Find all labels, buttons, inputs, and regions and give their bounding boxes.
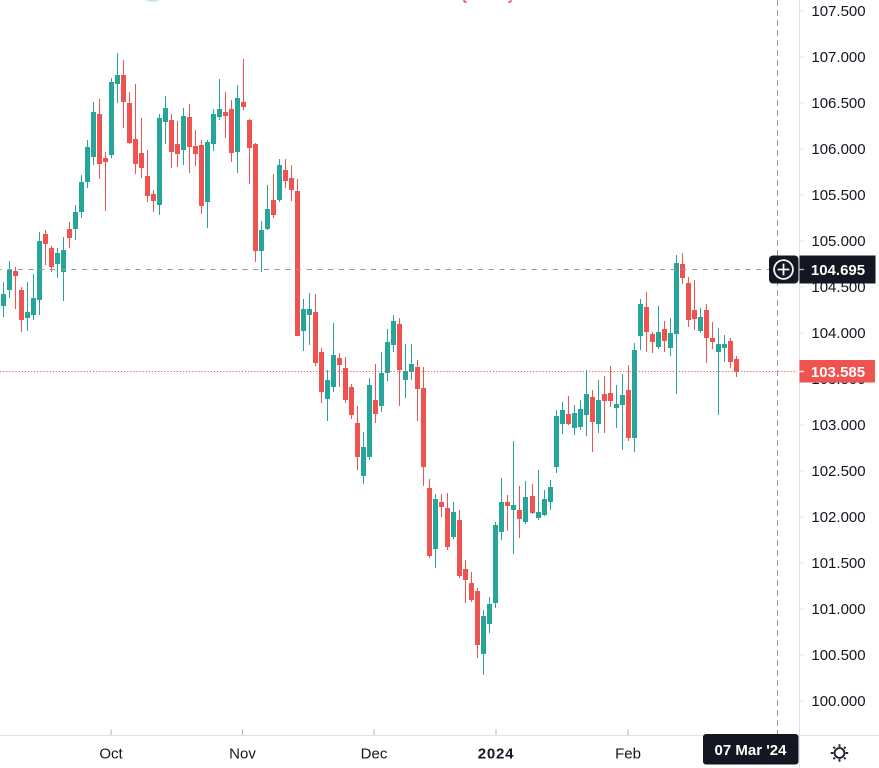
svg-text:Oct: Oct <box>99 746 123 763</box>
svg-text:106.500: 106.500 <box>811 95 865 112</box>
svg-text:103.585: 103.585 <box>811 364 865 381</box>
svg-text:107.000: 107.000 <box>811 49 865 66</box>
svg-text:102.000: 102.000 <box>811 509 865 526</box>
svg-text:104.695: 104.695 <box>811 262 865 279</box>
svg-text:106.000: 106.000 <box>811 141 865 158</box>
svg-text:Dec: Dec <box>361 746 388 763</box>
svg-text:2024: 2024 <box>478 746 515 763</box>
svg-text:101.500: 101.500 <box>811 555 865 572</box>
svg-text:102.500: 102.500 <box>811 463 865 480</box>
svg-text:101.000: 101.000 <box>811 601 865 618</box>
svg-text:107.500: 107.500 <box>811 3 865 20</box>
svg-text:100.000: 100.000 <box>811 693 865 710</box>
svg-text:103.000: 103.000 <box>811 417 865 434</box>
svg-text:104.000: 104.000 <box>811 325 865 342</box>
svg-text:105.000: 105.000 <box>811 233 865 250</box>
svg-text:07 Mar '24: 07 Mar '24 <box>715 742 788 759</box>
svg-text:Feb: Feb <box>615 746 641 763</box>
svg-text:100.500: 100.500 <box>811 647 865 664</box>
svg-text:105.500: 105.500 <box>811 187 865 204</box>
svg-text:Nov: Nov <box>229 746 256 763</box>
